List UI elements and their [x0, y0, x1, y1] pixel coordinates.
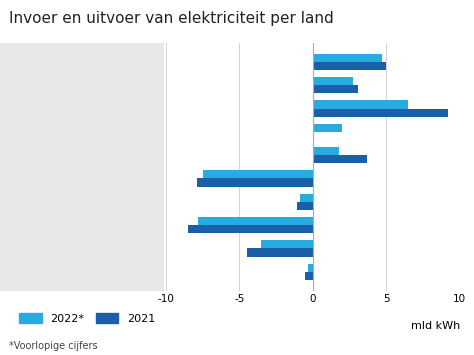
Bar — [313, 62, 386, 70]
Bar — [300, 193, 313, 202]
Text: *Voorlopige cijfers: *Voorlopige cijfers — [9, 342, 98, 351]
Text: Invoer en uitvoer van elektriciteit per land: Invoer en uitvoer van elektriciteit per … — [9, 11, 334, 26]
Bar — [261, 240, 313, 248]
Bar — [297, 202, 313, 210]
Bar — [309, 263, 313, 272]
Bar — [202, 170, 313, 179]
Bar — [313, 124, 342, 132]
Bar — [305, 272, 313, 280]
Legend: 2022*, 2021: 2022*, 2021 — [15, 308, 160, 328]
Bar — [197, 179, 313, 187]
Bar — [313, 147, 339, 155]
Bar — [313, 54, 382, 62]
Bar — [313, 109, 448, 117]
Bar — [246, 248, 313, 257]
Bar — [313, 155, 367, 163]
Bar — [188, 225, 313, 233]
Bar — [313, 85, 358, 93]
Bar — [313, 77, 353, 85]
Bar — [198, 217, 313, 225]
Bar — [313, 100, 408, 109]
X-axis label: mld kWh: mld kWh — [410, 321, 460, 331]
